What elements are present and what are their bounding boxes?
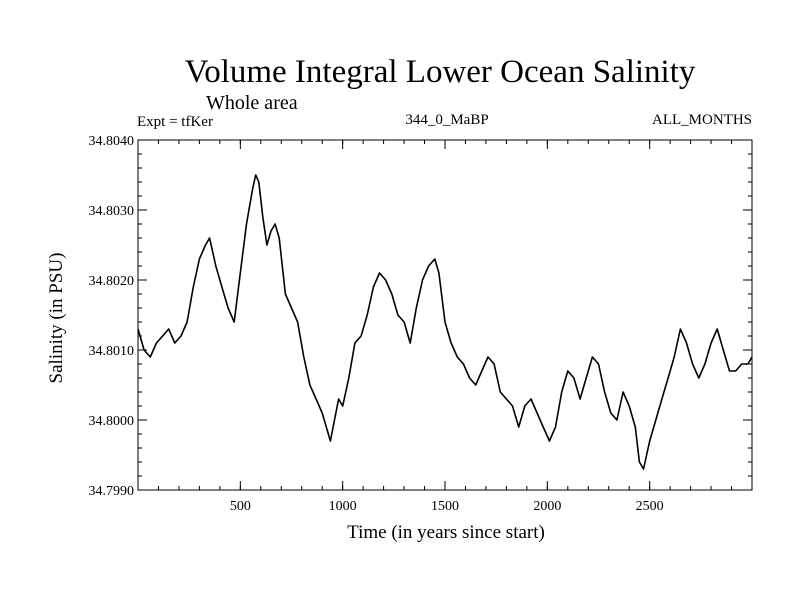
x-tick-label: 1500 — [431, 499, 459, 514]
experiment-label: Expt = tfKer — [137, 114, 213, 130]
x-axis-label: Time (in years since start) — [347, 522, 545, 543]
y-tick-label: 34.7990 — [89, 484, 135, 499]
y-axis-label: Salinity (in PSU) — [46, 253, 67, 384]
plot-frame — [137, 139, 753, 491]
salinity-series-line — [137, 174, 753, 470]
y-tick-label: 34.8030 — [89, 204, 135, 219]
months-label: ALL_MONTHS — [652, 112, 752, 128]
chart-subtitle: Whole area — [206, 92, 298, 114]
x-tick-label: 1000 — [329, 499, 357, 514]
chart-title: Volume Integral Lower Ocean Salinity — [185, 54, 696, 90]
period-label: 344_0_MaBP — [405, 112, 488, 128]
y-tick-label: 34.8010 — [89, 344, 135, 359]
x-tick-label: 2000 — [533, 499, 561, 514]
y-tick-label: 34.8040 — [89, 134, 135, 149]
x-tick-label: 500 — [230, 499, 251, 514]
y-tick-label: 34.8000 — [89, 414, 135, 429]
y-tick-label: 34.8020 — [89, 274, 135, 289]
plot-area: 500 1000 1500 2000 2500 34.7990 34.8000 34.8010… — [89, 134, 753, 514]
x-tick-label: 2500 — [636, 499, 664, 514]
